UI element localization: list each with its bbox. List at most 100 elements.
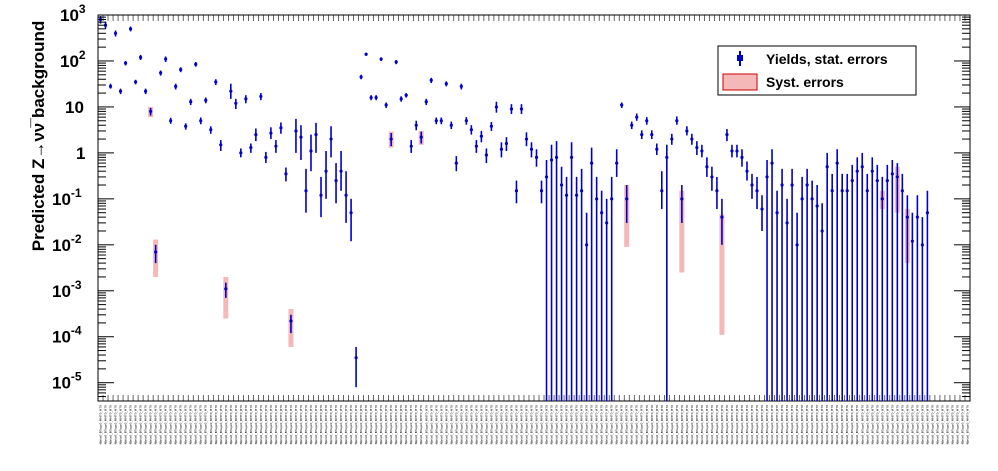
x-bin-label: NJets0_BTags0_MHT0_HT0 (179, 405, 183, 444)
x-bin-label: NJets0_BTags0_MHT0_HT0 (925, 405, 929, 444)
x-bin-label: NJets0_BTags0_MHT0_HT0 (454, 405, 458, 444)
data-point (164, 57, 168, 61)
x-bin-label: NJets0_BTags0_MHT0_HT0 (99, 405, 103, 444)
data-point (805, 183, 809, 187)
x-bin-label: NJets0_BTags0_MHT0_HT0 (940, 405, 944, 444)
x-bin-label: NJets0_BTags0_MHT0_HT0 (144, 405, 148, 444)
data-point (524, 137, 529, 141)
data-point (795, 243, 799, 247)
data-point (384, 103, 388, 107)
data-point (775, 211, 779, 215)
x-bin-label: NJets0_BTags0_MHT0_HT0 (254, 405, 258, 444)
data-point (875, 178, 879, 183)
x-bin-label: NJets0_BTags0_MHT0_HT0 (264, 405, 268, 444)
x-bin-label: NJets0_BTags0_MHT0_HT0 (159, 405, 163, 444)
data-points (98, 17, 930, 360)
data-point (715, 189, 719, 193)
x-bin-label: NJets0_BTags0_MHT0_HT0 (615, 405, 619, 444)
x-bin-label: NJets0_BTags0_MHT0_HT0 (369, 405, 373, 444)
data-point (655, 147, 659, 151)
data-point (850, 178, 854, 183)
x-bin-label: NJets0_BTags0_MHT0_HT0 (835, 405, 839, 444)
x-bin-label: NJets0_BTags0_MHT0_HT0 (710, 405, 714, 444)
x-bin-label: NJets0_BTags0_MHT0_HT0 (399, 405, 403, 444)
data-point (830, 189, 834, 193)
data-point (665, 155, 669, 159)
x-bin-label: NJets0_BTags0_MHT0_HT0 (535, 405, 539, 444)
data-point (610, 197, 614, 201)
x-bin-label: NJets0_BTags0_MHT0_HT0 (379, 405, 383, 444)
data-point (474, 144, 478, 148)
x-bin-label: NJets0_BTags0_MHT0_HT0 (384, 405, 388, 444)
x-bin-label: NJets0_BTags0_MHT0_HT0 (209, 405, 213, 444)
x-bin-label: NJets0_BTags0_MHT0_HT0 (885, 405, 889, 444)
data-point (880, 197, 884, 201)
data-point (605, 221, 609, 225)
x-bin-label: NJets0_BTags0_MHT0_HT0 (750, 405, 754, 444)
data-point (559, 183, 564, 187)
syst-error-box (679, 190, 685, 273)
x-bin-label: NJets0_BTags0_MHT0_HT0 (469, 405, 473, 444)
x-bin-label: NJets0_BTags0_MHT0_HT0 (464, 405, 468, 444)
data-point (855, 169, 859, 173)
x-bin-label: NJets0_BTags0_MHT0_HT0 (189, 405, 193, 444)
x-bin-label: NJets0_BTags0_MHT0_HT0 (389, 405, 393, 444)
data-point (725, 133, 729, 137)
x-bin-label: NJets0_BTags0_MHT0_HT0 (314, 405, 318, 444)
x-bin-label: NJets0_BTags0_MHT0_HT0 (690, 405, 694, 444)
x-bin-label: NJets0_BTags0_MHT0_HT0 (174, 405, 178, 444)
data-point (730, 149, 734, 153)
data-point (334, 178, 338, 183)
data-point (770, 161, 774, 165)
x-bin-label: NJets0_BTags0_MHT0_HT0 (965, 405, 969, 444)
data-point (319, 193, 323, 197)
data-point (239, 151, 243, 155)
x-bin-label: NJets0_BTags0_MHT0_HT0 (164, 405, 168, 444)
x-bin-label: NJets0_BTags0_MHT0_HT0 (665, 405, 669, 444)
data-point (284, 172, 288, 176)
x-bin-label: NJets0_BTags0_MHT0_HT0 (715, 405, 719, 444)
data-point (705, 165, 709, 169)
data-point (745, 169, 749, 173)
x-bin-label: NJets0_BTags0_MHT0_HT0 (339, 405, 343, 444)
x-bin-label: NJets0_BTags0_MHT0_HT0 (755, 405, 759, 444)
data-point (359, 75, 363, 79)
x-bin-label: NJets0_BTags0_MHT0_HT0 (830, 405, 834, 444)
data-point (925, 211, 930, 215)
data-point (309, 149, 313, 153)
data-point (554, 155, 559, 159)
x-bin-label: NJets0_BTags0_MHT0_HT0 (795, 405, 799, 444)
data-point (835, 161, 839, 165)
x-bin-label: NJets0_BTags0_MHT0_HT0 (580, 405, 584, 444)
x-bin-label: NJets0_BTags0_MHT0_HT0 (529, 405, 533, 444)
data-point (123, 61, 128, 65)
x-bin-label: NJets0_BTags0_MHT0_HT0 (409, 405, 413, 444)
data-point (680, 197, 684, 201)
x-axis-ticks (97, 15, 971, 401)
x-bin-label: NJets0_BTags0_MHT0_HT0 (720, 405, 724, 444)
x-bin-label: NJets0_BTags0_MHT0_HT0 (404, 405, 408, 444)
x-bin-label: NJets0_BTags0_MHT0_HT0 (735, 405, 739, 444)
x-bin-label: NJets0_BTags0_MHT0_HT0 (950, 405, 954, 444)
data-point (339, 169, 343, 173)
y-tick-label: 10-4 (52, 324, 82, 347)
data-point (269, 131, 273, 135)
data-point (529, 147, 534, 151)
x-bin-label: NJets0_BTags0_MHT0_HT0 (499, 405, 503, 444)
x-bin-label: NJets0_BTags0_MHT0_HT0 (474, 405, 478, 444)
x-bin-label: NJets0_BTags0_MHT0_HT0 (414, 405, 418, 444)
x-bin-label: NJets0_BTags0_MHT0_HT0 (299, 405, 303, 444)
x-bin-label: NJets0_BTags0_MHT0_HT0 (334, 405, 338, 444)
data-point (765, 175, 769, 179)
syst-error-boxes (148, 106, 910, 347)
data-point (574, 193, 579, 197)
x-bin-label: NJets0_BTags0_MHT0_HT0 (234, 405, 238, 444)
data-point (349, 211, 353, 215)
x-bin-label: NJets0_BTags0_MHT0_HT0 (479, 405, 483, 444)
x-bin-label: NJets0_BTags0_MHT0_HT0 (149, 405, 153, 444)
x-bin-label: NJets0_BTags0_MHT0_HT0 (349, 405, 353, 444)
x-bin-label: NJets0_BTags0_MHT0_HT0 (675, 405, 679, 444)
x-bin-label: NJets0_BTags0_MHT0_HT0 (760, 405, 764, 444)
data-point (459, 84, 463, 88)
data-point (219, 143, 223, 147)
